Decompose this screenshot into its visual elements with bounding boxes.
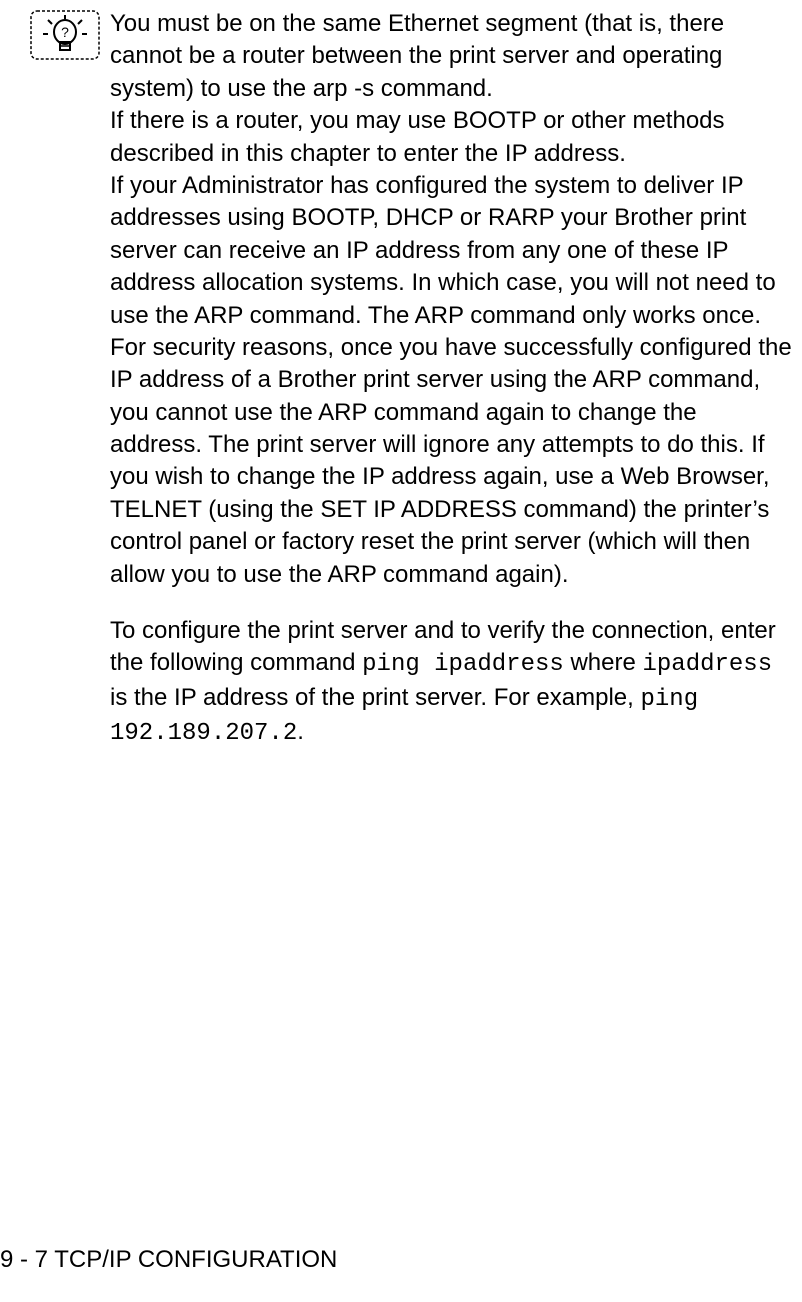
- para4-text-d: .: [297, 718, 304, 745]
- note-para-3: If your Administrator has configured the…: [110, 170, 792, 591]
- para4-text-c: is the IP address of the print server. F…: [110, 684, 640, 711]
- page-content: ? You must be on the same Ethernet segme…: [30, 8, 792, 751]
- ping-command-1: ping ipaddress: [362, 651, 564, 678]
- lightbulb-note-icon: ?: [30, 10, 100, 60]
- svg-text:?: ?: [61, 24, 69, 40]
- ipaddress-placeholder: ipaddress: [642, 651, 772, 678]
- note-icon-cell: ?: [30, 8, 110, 67]
- para4-text-b: where: [564, 649, 643, 676]
- note-para-4: To configure the print server and to ver…: [110, 615, 792, 751]
- note-block: ? You must be on the same Ethernet segme…: [30, 8, 792, 751]
- note-text: You must be on the same Ethernet segment…: [110, 8, 792, 751]
- note-para-1: You must be on the same Ethernet segment…: [110, 8, 792, 105]
- note-para-2: If there is a router, you may use BOOTP …: [110, 105, 792, 170]
- page-footer: 9 - 7 TCP/IP CONFIGURATION: [0, 1246, 337, 1274]
